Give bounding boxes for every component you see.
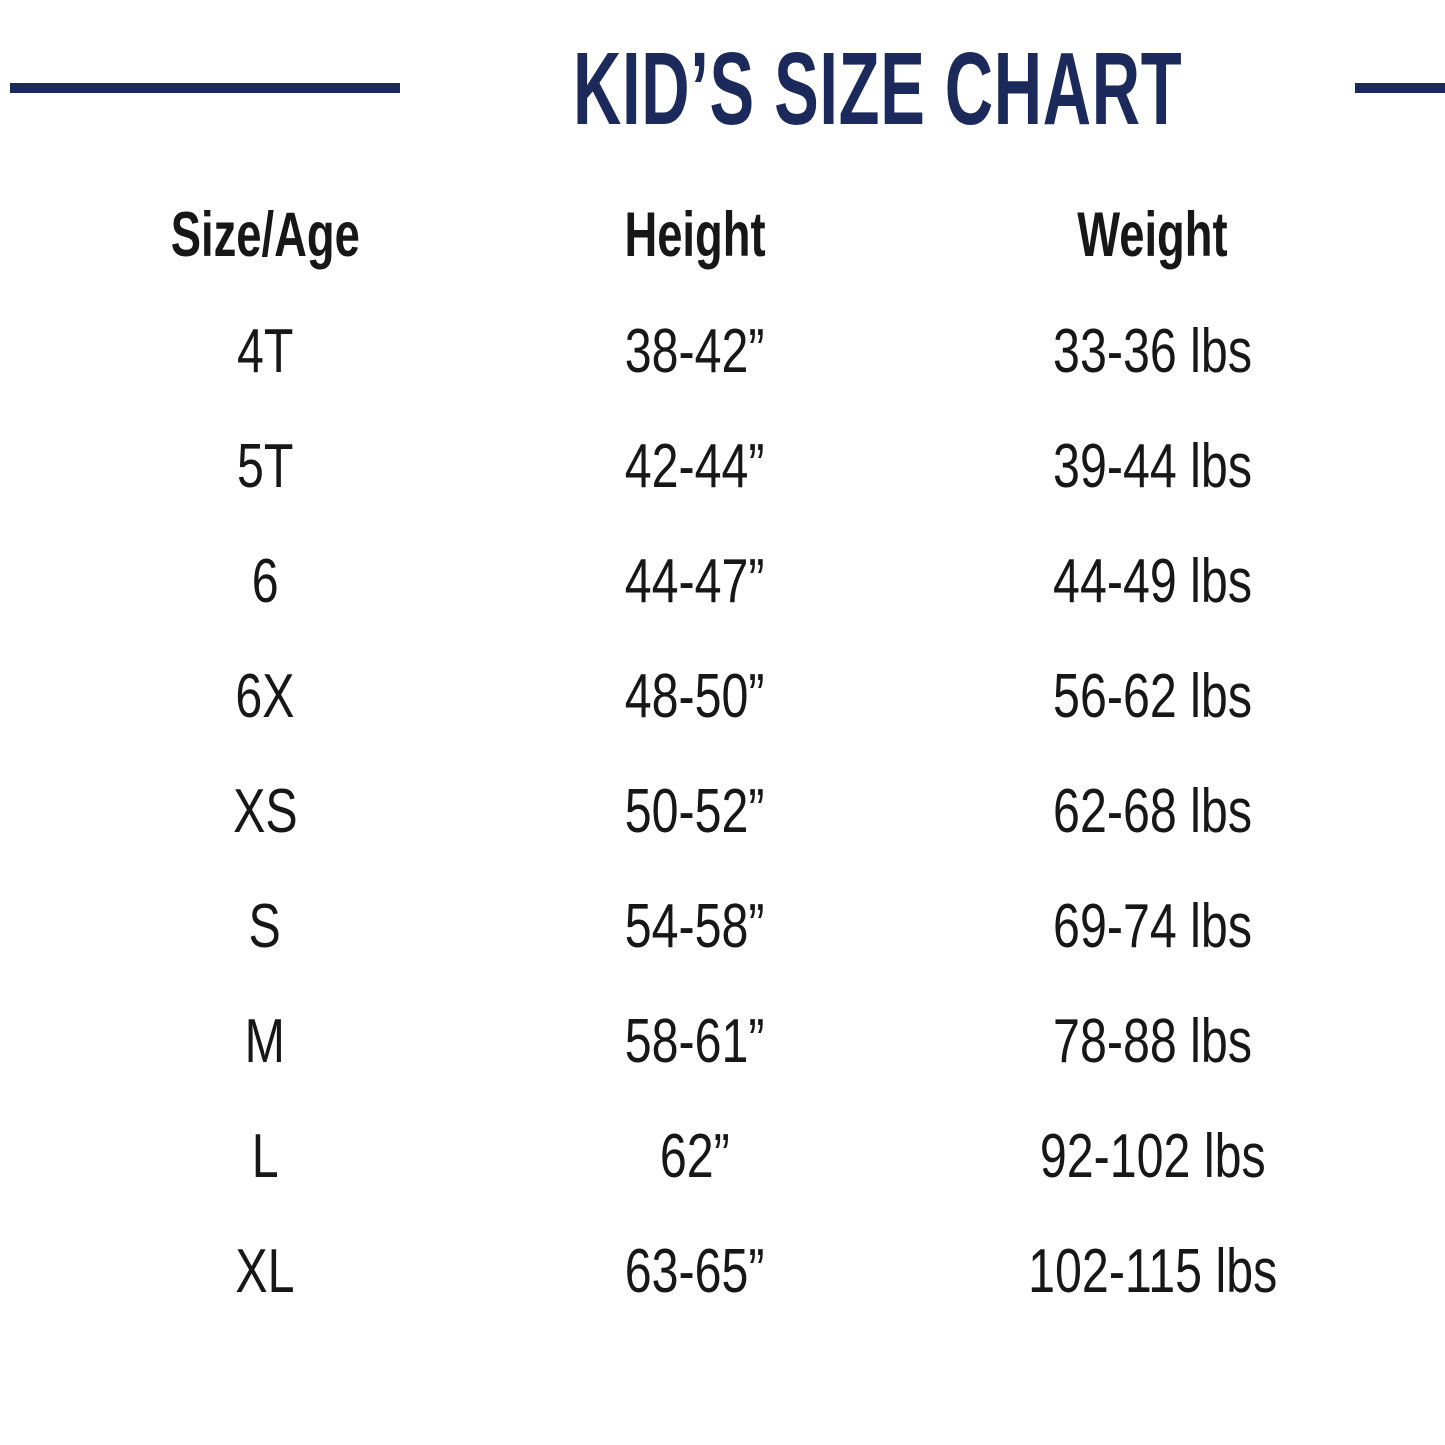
cell-text: 6 [251, 546, 279, 616]
cell-text: 6X [235, 661, 295, 731]
title-box: KID’S SIZE CHART [409, 37, 1346, 140]
column-header-text: Weight [1077, 199, 1228, 270]
cell-text: XS [232, 776, 298, 846]
cell-height: 44-47” [530, 524, 860, 639]
table-header-row: Size/Age Height Weight [0, 176, 1445, 294]
cell-weight: 69-74 lbs [860, 869, 1445, 984]
cell-weight: 92-102 lbs [860, 1099, 1445, 1214]
cell-text: M [244, 1006, 286, 1076]
table-row: 5T 42-44” 39-44 lbs [0, 409, 1445, 524]
table-row: 6 44-47” 44-49 lbs [0, 524, 1445, 639]
column-header-text: Size/Age [170, 199, 360, 270]
table-row: XL 63-65” 102-115 lbs [0, 1214, 1445, 1329]
cell-text: 78-88 lbs [1053, 1006, 1252, 1076]
cell-text: 33-36 lbs [1053, 316, 1252, 386]
cell-height: 54-58” [530, 869, 860, 984]
cell-height: 63-65” [530, 1214, 860, 1329]
title-rule-right [1355, 83, 1445, 93]
cell-text: 92-102 lbs [1039, 1121, 1266, 1191]
title-rule-left [10, 83, 400, 93]
cell-height: 48-50” [530, 639, 860, 754]
cell-weight: 78-88 lbs [860, 984, 1445, 1099]
cell-weight: 56-62 lbs [860, 639, 1445, 754]
cell-text: 42-44” [625, 431, 765, 501]
cell-text: 39-44 lbs [1053, 431, 1252, 501]
table-row: XS 50-52” 62-68 lbs [0, 754, 1445, 869]
cell-text: 38-42” [625, 316, 765, 386]
cell-text: 54-58” [625, 891, 765, 961]
table-row: S 54-58” 69-74 lbs [0, 869, 1445, 984]
cell-size-age: S [0, 869, 530, 984]
title-band: KID’S SIZE CHART [0, 0, 1445, 176]
cell-text: 62-68 lbs [1053, 776, 1252, 846]
column-header-text: Height [624, 199, 766, 270]
table-row: 6X 48-50” 56-62 lbs [0, 639, 1445, 754]
cell-height: 62” [530, 1099, 860, 1214]
cell-height: 38-42” [530, 294, 860, 409]
cell-size-age: 5T [0, 409, 530, 524]
cell-weight: 33-36 lbs [860, 294, 1445, 409]
cell-weight: 39-44 lbs [860, 409, 1445, 524]
table-row: M 58-61” 78-88 lbs [0, 984, 1445, 1099]
cell-text: 69-74 lbs [1053, 891, 1252, 961]
cell-size-age: XL [0, 1214, 530, 1329]
cell-size-age: L [0, 1099, 530, 1214]
column-header-height: Height [530, 176, 860, 294]
size-table: Size/Age Height Weight 4T 38-42” 33-36 lbs… [0, 176, 1445, 1329]
cell-height: 58-61” [530, 984, 860, 1099]
cell-text: 44-47” [625, 546, 765, 616]
cell-size-age: M [0, 984, 530, 1099]
table-row: L 62” 92-102 lbs [0, 1099, 1445, 1214]
page-title: KID’S SIZE CHART [573, 30, 1183, 146]
cell-text: 63-65” [625, 1236, 765, 1306]
cell-text: 62” [660, 1121, 730, 1191]
cell-weight: 102-115 lbs [860, 1214, 1445, 1329]
size-table-body: 4T 38-42” 33-36 lbs 5T 42-44” 39-44 lbs 6 44-47… [0, 294, 1445, 1329]
cell-height: 50-52” [530, 754, 860, 869]
cell-size-age: XS [0, 754, 530, 869]
cell-text: S [248, 891, 282, 961]
cell-text: 58-61” [625, 1006, 765, 1076]
cell-text: 50-52” [625, 776, 765, 846]
cell-text: XL [235, 1236, 295, 1306]
cell-text: L [251, 1121, 279, 1191]
cell-text: 48-50” [625, 661, 765, 731]
cell-height: 42-44” [530, 409, 860, 524]
cell-weight: 62-68 lbs [860, 754, 1445, 869]
cell-size-age: 4T [0, 294, 530, 409]
cell-text: 4T [236, 316, 294, 386]
column-header-weight: Weight [860, 176, 1445, 294]
cell-text: 102-115 lbs [1027, 1236, 1278, 1306]
cell-text: 44-49 lbs [1053, 546, 1252, 616]
cell-size-age: 6X [0, 639, 530, 754]
cell-text: 5T [236, 431, 294, 501]
cell-weight: 44-49 lbs [860, 524, 1445, 639]
cell-text: 56-62 lbs [1053, 661, 1252, 731]
table-row: 4T 38-42” 33-36 lbs [0, 294, 1445, 409]
cell-size-age: 6 [0, 524, 530, 639]
column-header-size-age: Size/Age [0, 176, 530, 294]
